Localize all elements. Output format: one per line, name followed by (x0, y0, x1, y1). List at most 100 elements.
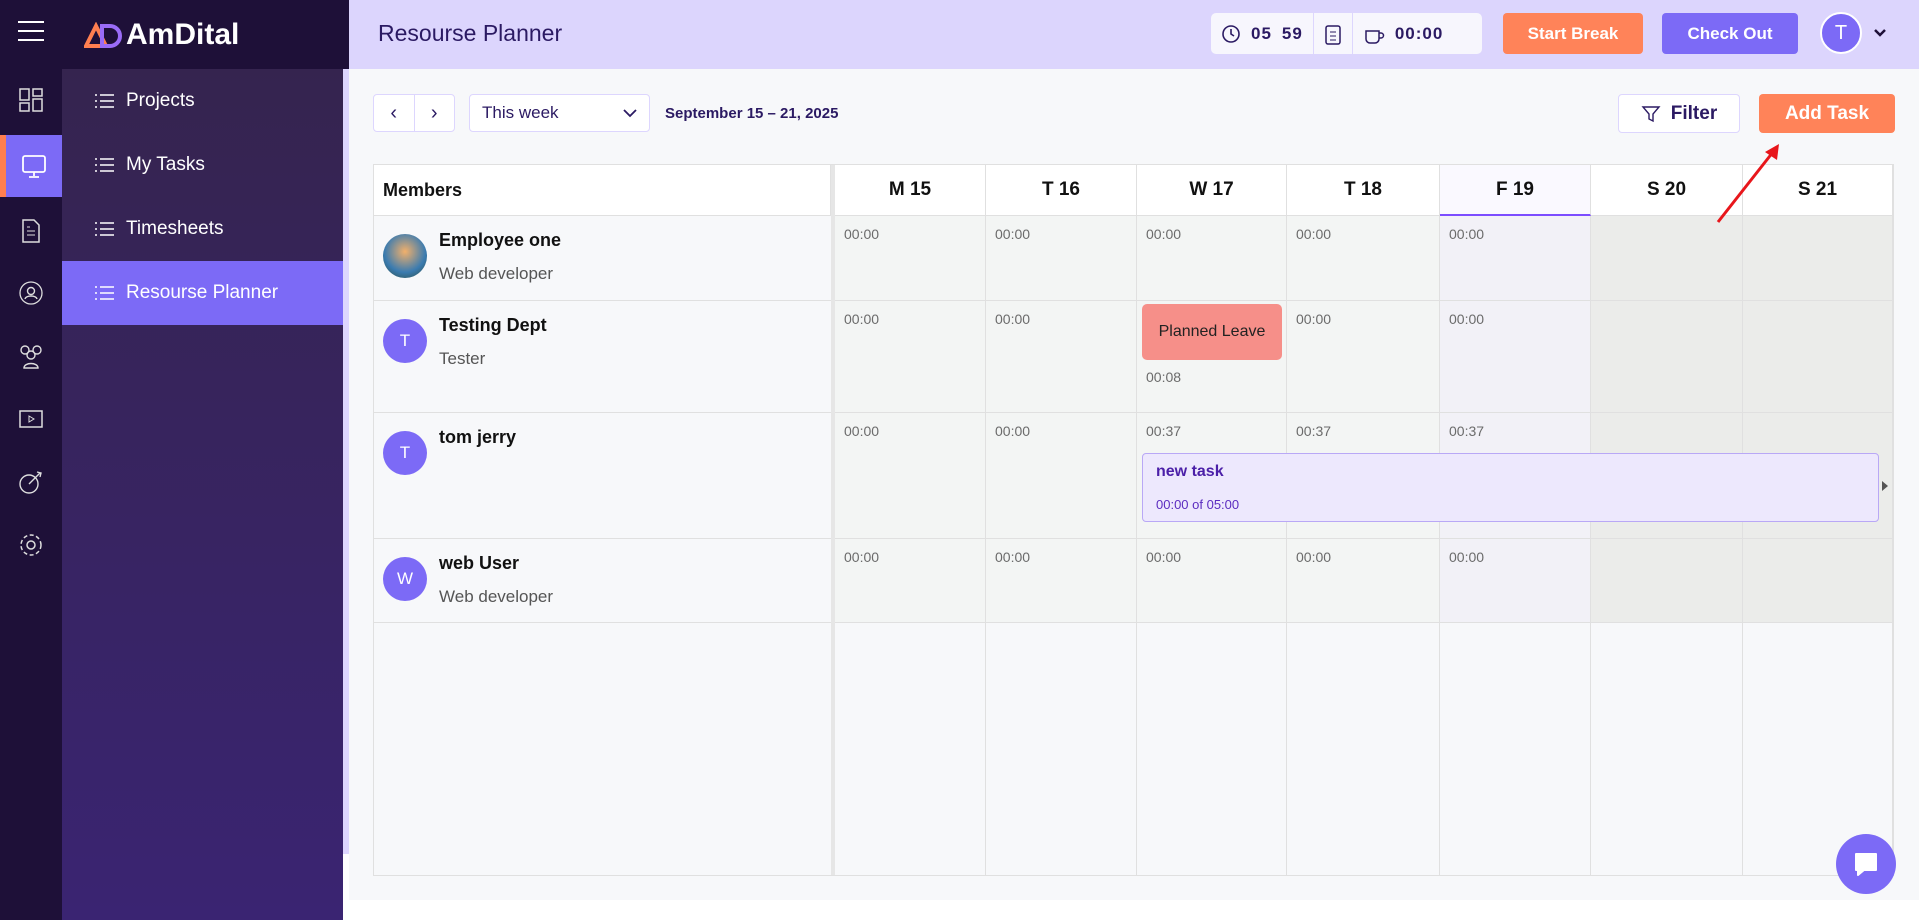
logged-time: 00:00 (995, 226, 1031, 242)
day-cell[interactable]: 00:00 (1440, 539, 1591, 623)
chat-icon (1855, 853, 1877, 876)
rail-item-user-network[interactable] (0, 262, 62, 324)
day-header: M 15 (835, 165, 986, 216)
checklist-icon (95, 158, 114, 172)
day-header: T 18 (1287, 165, 1440, 216)
logged-time: 00:00 (995, 423, 1031, 439)
timer-hours: 05 (1251, 23, 1272, 43)
logged-time: 00:00 (995, 311, 1031, 327)
sidebar-item-projects[interactable]: Projects (62, 69, 343, 133)
user-network-icon (19, 281, 43, 305)
day-cell[interactable]: 00:00 (1137, 216, 1287, 301)
day-cell[interactable]: 00:00 (1287, 539, 1440, 623)
sidebar-item-label: Resourse Planner (126, 282, 279, 303)
time-tracker: 05 59 00:00 (1211, 13, 1482, 54)
day-cell[interactable]: 00:00 (986, 413, 1137, 539)
next-week-button[interactable]: › (430, 101, 438, 124)
sidebar-item-timesheets[interactable]: Timesheets (62, 197, 343, 261)
sidebar-item-resourse-planner[interactable]: Resourse Planner (62, 261, 343, 325)
icon-rail (0, 0, 62, 920)
day-cell[interactable] (1591, 216, 1743, 301)
day-cell[interactable]: 00:00 (1137, 539, 1287, 623)
rail-item-video[interactable] (0, 388, 62, 450)
logged-time: 00:37 (1296, 423, 1332, 439)
logged-time: 00:00 (995, 549, 1031, 565)
logged-time: 00:37 (1449, 423, 1485, 439)
logo-icon (84, 21, 122, 48)
logged-time: 00:08 (1146, 369, 1182, 385)
chat-button[interactable] (1836, 834, 1896, 894)
rail-item-gear[interactable] (0, 514, 62, 576)
chevron-down-icon[interactable] (1873, 28, 1887, 38)
day-header: W 17 (1137, 165, 1287, 216)
filter-button[interactable]: Filter (1618, 94, 1740, 133)
rail-item-dashboard[interactable] (0, 69, 62, 131)
dashboard-icon (19, 88, 43, 112)
day-cell[interactable]: 00:00 (835, 301, 986, 413)
logged-time: 00:00 (844, 423, 880, 439)
logged-time: 00:00 (844, 226, 880, 242)
logged-time: 00:00 (1296, 311, 1332, 327)
check-out-button[interactable]: Check Out (1662, 13, 1798, 54)
day-cell[interactable]: 00:00 (1440, 301, 1591, 413)
brand-logo: AmDital (62, 0, 349, 69)
day-cell[interactable]: 00:00 (1440, 216, 1591, 301)
member-role: Tester (439, 349, 486, 368)
user-check-icon (95, 286, 114, 300)
member-row[interactable]: Employee one Web developer (374, 216, 831, 301)
member-row[interactable]: T Testing Dept Tester (374, 301, 831, 413)
page-title: Resourse Planner (378, 20, 563, 46)
period-select[interactable]: This week (469, 94, 650, 132)
member-role: Web developer (439, 587, 554, 606)
rail-item-monitor[interactable] (0, 135, 62, 197)
main-content: ‹ › This week September 15 – 21, 2025 Fil… (349, 69, 1919, 900)
column-resizer[interactable] (831, 165, 835, 875)
sidebar-scrollbar[interactable] (343, 69, 349, 854)
prev-week-button[interactable]: ‹ (374, 95, 415, 131)
avatar (383, 234, 427, 278)
timesheet-button[interactable] (1314, 13, 1353, 54)
rail-item-team[interactable] (0, 325, 62, 387)
sidebar-item-my-tasks[interactable]: My Tasks (62, 133, 343, 197)
day-cell[interactable] (1743, 216, 1893, 301)
hamburger-menu-icon[interactable] (0, 0, 62, 62)
day-cell[interactable] (1591, 539, 1743, 623)
day-cell[interactable]: 00:00 (835, 216, 986, 301)
member-name: Testing Dept (439, 315, 547, 335)
member-name: Employee one (439, 230, 562, 250)
rail-item-document[interactable] (0, 200, 62, 262)
logged-time: 00:37 (1146, 423, 1182, 439)
task-name: new task (1156, 463, 1224, 480)
day-cell[interactable] (1743, 539, 1893, 623)
top-header: Resourse Planner 05 59 00:00 Start Break … (349, 0, 1919, 69)
day-header: F 19 (1440, 165, 1591, 216)
day-cell[interactable]: 00:00 (986, 301, 1137, 413)
day-cell[interactable] (1743, 301, 1893, 413)
day-header: T 16 (986, 165, 1137, 216)
caret-right-icon[interactable] (1882, 481, 1888, 491)
sidebar-nav: Projects My Tasks Timesheets Resourse Plann… (62, 69, 343, 920)
task-bar[interactable]: new task 00:00 of 05:00 (1142, 453, 1879, 522)
date-range: September 15 – 21, 2025 (665, 105, 839, 122)
member-name: tom jerry (439, 427, 517, 447)
document-icon (22, 219, 40, 243)
rail-item-target[interactable] (0, 451, 62, 513)
add-task-button[interactable]: Add Task (1759, 94, 1895, 133)
user-avatar[interactable]: T (1820, 12, 1862, 54)
planned-leave-block[interactable]: Planned Leave (1142, 304, 1282, 360)
day-cell[interactable]: 00:00 (835, 539, 986, 623)
start-break-button[interactable]: Start Break (1503, 13, 1643, 54)
day-cell[interactable]: 00:00 (835, 413, 986, 539)
day-cell[interactable]: 00:00 (986, 539, 1137, 623)
day-cell[interactable]: 00:00 (1287, 301, 1440, 413)
day-cell[interactable]: 00:00 (986, 216, 1137, 301)
logged-time: 00:00 (1449, 226, 1485, 242)
coffee-icon (1365, 29, 1385, 44)
day-cell[interactable]: 00:00 (1287, 216, 1440, 301)
member-name: web User (439, 553, 520, 573)
day-cell[interactable] (1591, 301, 1743, 413)
timer-minutes: 59 (1281, 23, 1303, 43)
avatar: T (383, 319, 427, 363)
